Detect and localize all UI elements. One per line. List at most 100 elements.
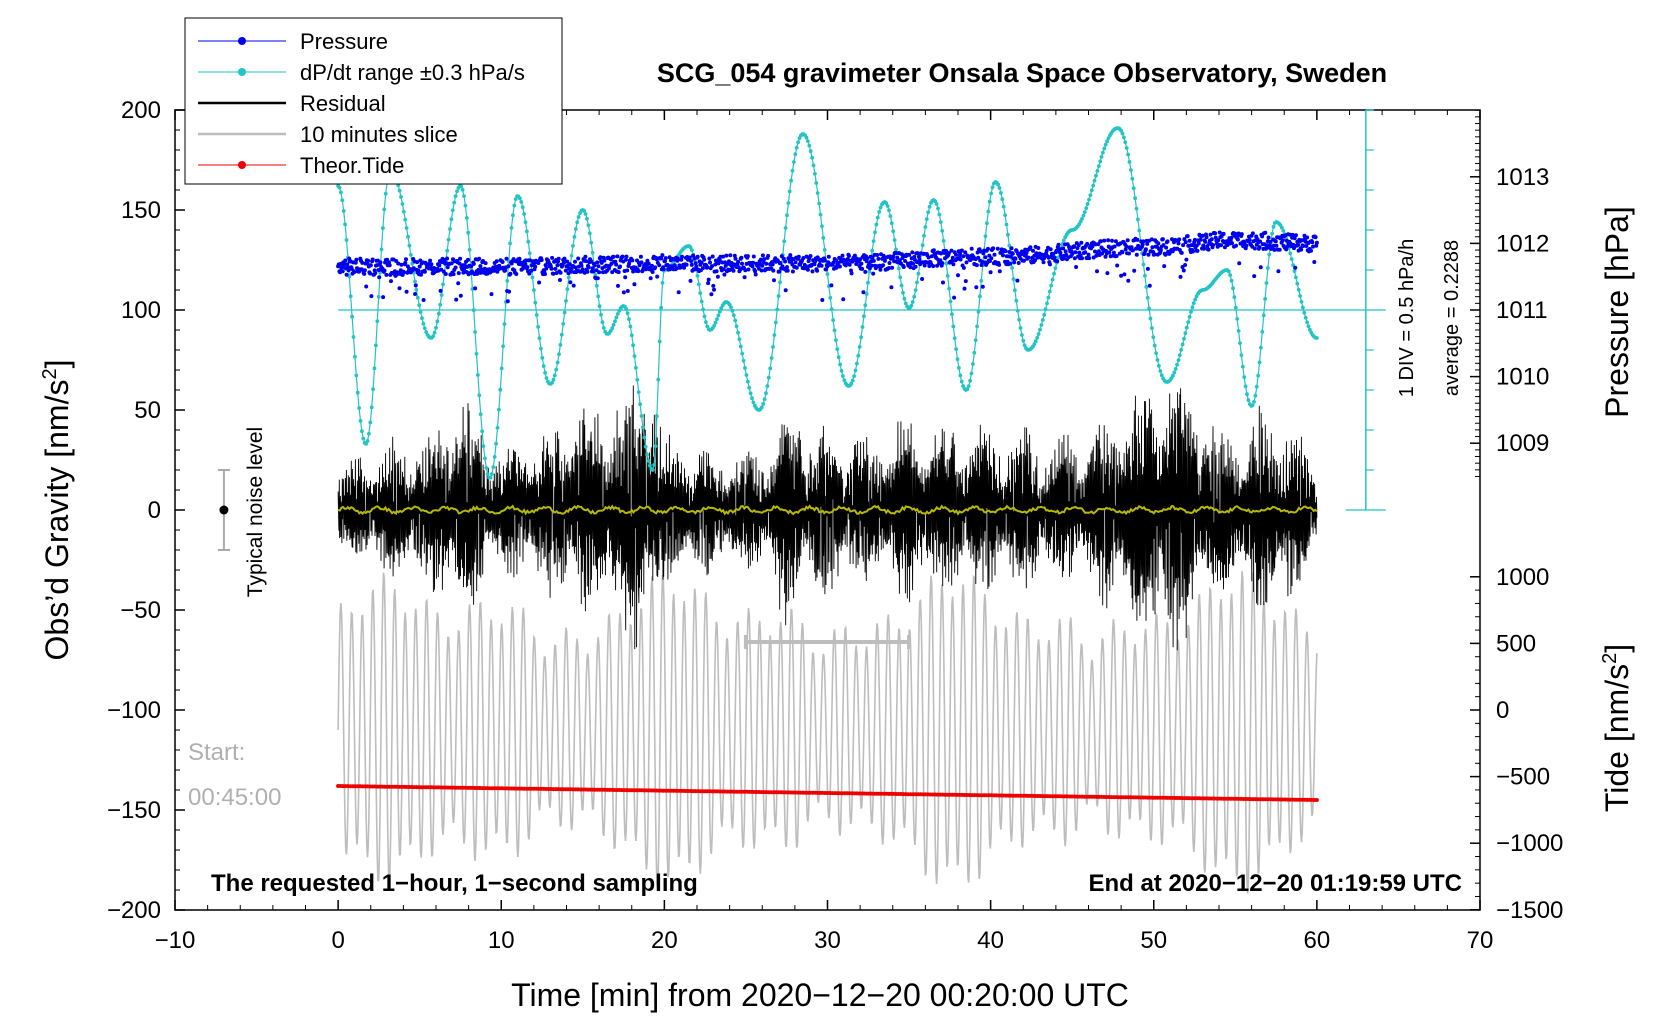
pressure-point bbox=[1312, 260, 1317, 264]
pressure-point bbox=[859, 261, 864, 266]
x-tick-label: 70 bbox=[1467, 927, 1494, 954]
pressure-point bbox=[840, 253, 845, 258]
pressure-point bbox=[1252, 274, 1257, 279]
slice-bracket bbox=[743, 635, 912, 649]
pressure-point bbox=[657, 263, 662, 268]
pressure-point bbox=[1156, 241, 1161, 246]
pressure-point bbox=[760, 263, 765, 268]
pressure-point bbox=[529, 268, 534, 273]
pressure-point bbox=[597, 270, 602, 275]
pressure-point bbox=[676, 290, 681, 295]
pressure-point bbox=[1085, 241, 1090, 246]
pressure-point bbox=[785, 268, 790, 273]
pressure-point bbox=[1164, 245, 1169, 250]
pressure-point bbox=[648, 276, 653, 281]
left-axis: 200 150 100 50 0 −50 −100 −150 −200 bbox=[107, 97, 185, 924]
pressure-point bbox=[1058, 250, 1063, 255]
pressure-point bbox=[1100, 251, 1105, 256]
pressure-point bbox=[940, 261, 945, 266]
pressure-point bbox=[724, 253, 729, 258]
pressure-point bbox=[680, 254, 684, 259]
pressure-point bbox=[1184, 257, 1189, 262]
pressure-point bbox=[688, 278, 693, 283]
pressure-point bbox=[346, 268, 351, 273]
pressure-point bbox=[1055, 259, 1060, 264]
pressure-point bbox=[378, 260, 383, 265]
pressure-point bbox=[508, 271, 513, 276]
pressure-point bbox=[772, 278, 776, 283]
pressure-point bbox=[739, 255, 744, 260]
pressure-point bbox=[1057, 247, 1062, 252]
pressure-point bbox=[1208, 232, 1213, 237]
pressure-point bbox=[991, 246, 996, 251]
pressure-point bbox=[565, 259, 570, 264]
pressure-point bbox=[819, 263, 824, 268]
pressure-point bbox=[753, 269, 758, 274]
pressure-point bbox=[980, 284, 985, 289]
pressure-point bbox=[556, 256, 561, 261]
pressure-point bbox=[762, 257, 767, 262]
pressure-point bbox=[689, 259, 694, 264]
y-tick-label: 200 bbox=[121, 97, 161, 124]
start-time: 00:45:00 bbox=[188, 784, 281, 811]
pressure-point bbox=[653, 265, 658, 270]
pressure-point bbox=[710, 254, 715, 259]
pressure-point bbox=[1134, 252, 1139, 257]
pressure-point bbox=[689, 262, 694, 267]
pressure-point bbox=[1113, 239, 1118, 244]
pressure-point bbox=[922, 263, 927, 268]
pressure-point bbox=[1204, 235, 1209, 240]
pressure-point bbox=[650, 270, 655, 274]
pressure-point bbox=[1072, 256, 1077, 261]
x-tick-label: 40 bbox=[977, 927, 1004, 954]
pressure-point bbox=[630, 258, 635, 263]
pressure-point bbox=[715, 274, 720, 279]
pressure-point bbox=[1310, 240, 1315, 245]
pressure-point bbox=[1120, 250, 1125, 255]
pressure-point bbox=[1263, 230, 1268, 235]
pressure-point bbox=[473, 286, 478, 291]
pressure-point bbox=[1176, 241, 1181, 246]
pressure-point bbox=[573, 259, 577, 264]
pressure-point bbox=[1233, 231, 1238, 236]
pressure-point bbox=[1098, 239, 1103, 244]
pressure-point bbox=[1110, 238, 1114, 243]
series-layer bbox=[336, 126, 1366, 894]
pressure-point bbox=[506, 264, 511, 269]
pressure-point bbox=[595, 276, 600, 281]
pressure-point bbox=[384, 272, 389, 277]
pressure-point bbox=[419, 272, 423, 277]
pressure-point bbox=[939, 251, 943, 256]
pressure-point bbox=[344, 272, 349, 277]
legend: Pressure dP/dt range ±0.3 hPa/s Residual 10… bbox=[184, 17, 563, 185]
y-tick-label: 50 bbox=[134, 397, 161, 424]
x-tick-label: 60 bbox=[1304, 927, 1331, 954]
pressure-point bbox=[865, 256, 870, 261]
pressure-point bbox=[618, 264, 622, 269]
pressure-point bbox=[549, 266, 554, 271]
pressure-point bbox=[1192, 237, 1197, 242]
pressure-point bbox=[1216, 238, 1221, 243]
pressure-point bbox=[1163, 252, 1168, 257]
pressure-tick-label: 1013 bbox=[1496, 164, 1549, 191]
pressure-point bbox=[705, 265, 710, 270]
pressure-point bbox=[667, 255, 672, 260]
pressure-point bbox=[1222, 245, 1227, 250]
pressure-point bbox=[758, 257, 763, 262]
pressure-point bbox=[454, 297, 459, 302]
pressure-point bbox=[639, 260, 644, 265]
pressure-point bbox=[1122, 272, 1127, 277]
pressure-point bbox=[699, 260, 704, 265]
x-tick-label: 20 bbox=[651, 927, 678, 954]
pressure-point bbox=[1070, 252, 1075, 256]
pressure-point bbox=[445, 265, 450, 270]
pressure-point bbox=[1003, 249, 1008, 254]
pressure-point bbox=[1274, 243, 1279, 248]
pressure-point bbox=[663, 256, 668, 261]
pressure-point bbox=[1257, 245, 1262, 250]
pressure-point bbox=[1056, 242, 1061, 247]
tide-tick-label: 500 bbox=[1496, 630, 1536, 657]
pressure-point bbox=[929, 254, 934, 259]
pressure-point bbox=[989, 256, 994, 261]
pressure-point bbox=[437, 263, 442, 268]
